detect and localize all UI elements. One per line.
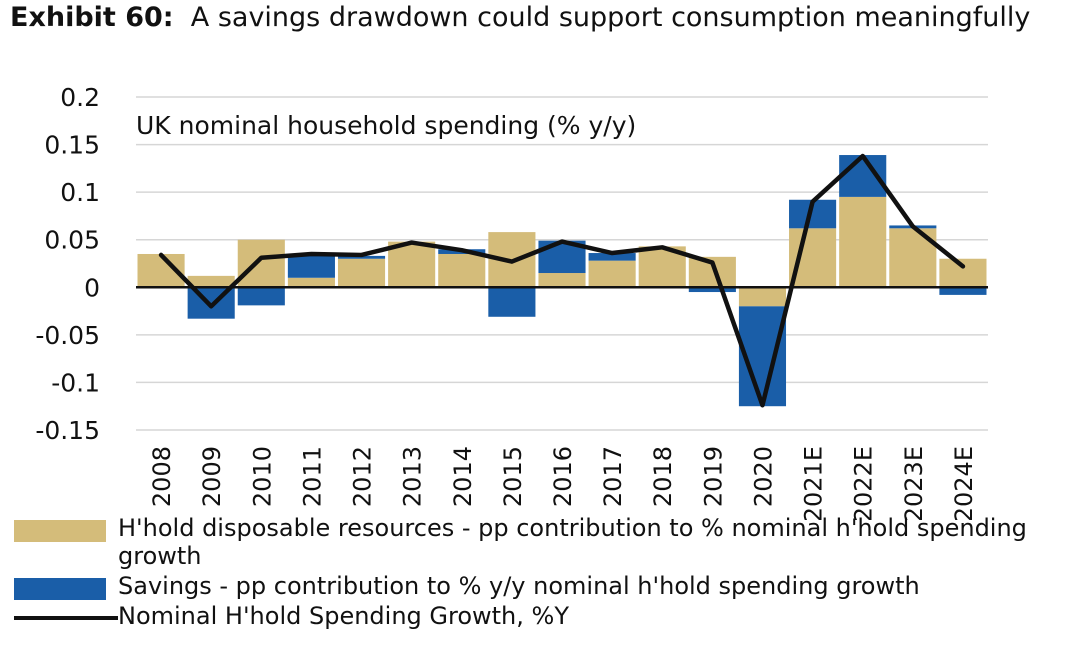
x-tick-label: 2024E	[950, 446, 978, 520]
y-tick-label: -0.05	[35, 321, 100, 350]
y-tick-label: 0.1	[60, 178, 100, 207]
x-tick-label: 2009	[198, 446, 226, 507]
exhibit-title: Exhibit 60: A savings drawdown could sup…	[10, 2, 1060, 33]
x-tick-label: 2022E	[850, 446, 878, 520]
bar-resources	[438, 253, 486, 288]
bar-savings	[237, 287, 285, 306]
bar-resources	[738, 287, 787, 307]
chart-svg: UK nominal household spending (% y/y) 0.…	[35, 83, 988, 520]
x-tick-label: 2014	[449, 446, 477, 507]
x-tick-label: 2021E	[800, 446, 828, 520]
y-tick-label: -0.1	[51, 368, 100, 397]
x-tick-label: 2015	[499, 446, 527, 507]
bar-resources	[588, 260, 636, 288]
x-tick-label: 2018	[649, 446, 677, 507]
y-tick-label: 0.05	[44, 226, 100, 255]
exhibit-label: Exhibit 60:	[10, 2, 174, 33]
bar-resources	[187, 275, 235, 288]
bar-resources	[287, 277, 335, 288]
x-tick-label: 2011	[298, 446, 326, 507]
bar-resources	[538, 273, 586, 288]
bar-resources	[939, 258, 987, 288]
y-tick-label: 0.2	[60, 83, 100, 112]
x-tick-label: 2019	[699, 446, 727, 507]
x-tick-label: 2012	[349, 446, 377, 507]
x-tick-label: 2023E	[900, 446, 928, 520]
bar-resources	[388, 241, 436, 288]
legend-swatch-savings	[14, 578, 106, 600]
bar-resources	[237, 239, 285, 288]
bar-savings	[488, 287, 536, 317]
x-tick-label: 2013	[399, 446, 427, 507]
legend-item-growth: Nominal H'hold Spending Growth, %Y	[14, 602, 1064, 630]
x-tick-label: 2008	[148, 446, 176, 507]
chart-title: UK nominal household spending (% y/y)	[136, 111, 636, 140]
bar-resources	[839, 196, 887, 288]
bar-resources	[337, 258, 386, 288]
bar-savings	[939, 287, 987, 295]
legend-item-savings: Savings - pp contribution to % y/y nomin…	[14, 572, 1064, 600]
growth-line	[158, 153, 966, 408]
y-tick-label: -0.15	[35, 416, 100, 445]
bar-savings	[337, 255, 386, 259]
legend-line-growth	[14, 616, 118, 620]
legend-label-resources: H'hold disposable resources - pp contrib…	[118, 514, 1027, 570]
bar-savings	[287, 253, 335, 278]
exhibit-heading: A savings drawdown could support consump…	[190, 2, 1031, 33]
legend-item-resources: H'hold disposable resources - pp contrib…	[14, 514, 1064, 570]
y-tick-label: 0	[84, 273, 100, 302]
legend-swatch-resources	[14, 520, 106, 542]
x-tick-label: 2020	[749, 446, 777, 507]
x-tick-label: 2016	[549, 446, 577, 507]
bar-savings	[688, 287, 736, 293]
bar-resources	[789, 228, 837, 288]
y-tick-label: 0.15	[44, 131, 100, 160]
chart-legend: H'hold disposable resources - pp contrib…	[14, 514, 1064, 632]
legend-label-growth: Nominal H'hold Spending Growth, %Y	[118, 602, 569, 630]
bar-savings	[588, 253, 636, 261]
legend-label-savings: Savings - pp contribution to % y/y nomin…	[118, 572, 920, 600]
x-tick-label: 2010	[248, 446, 276, 507]
x-tick-label: 2017	[599, 446, 627, 507]
